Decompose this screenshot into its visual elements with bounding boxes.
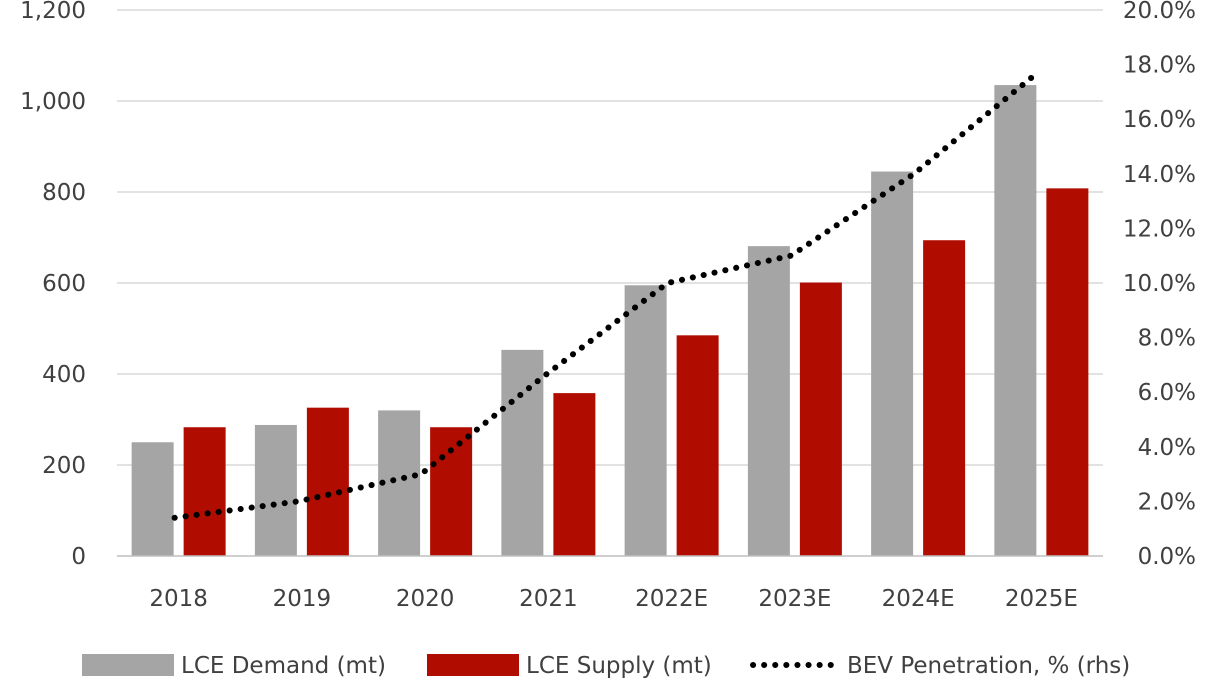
right-axis-tick-label: 16.0% [1123, 107, 1196, 133]
left-axis-tick-label: 0 [71, 544, 86, 570]
right-axis: 0.0% 2.0% 4.0% 6.0% 8.0% 10.0% 12.0% 14.0% 16.0%… [1123, 0, 1196, 570]
demand-bar-2018 [131, 442, 174, 556]
bars [131, 85, 1089, 557]
supply-bar-2023E [799, 282, 842, 556]
legend-demand-label: LCE Demand (mt) [181, 653, 386, 679]
right-axis-tick-label: 12.0% [1123, 216, 1196, 242]
legend-supply: LCE Supply (mt) [427, 653, 712, 679]
right-axis-tick-label: 0.0% [1138, 544, 1196, 570]
legend-bev-label: BEV Penetration, % (rhs) [847, 653, 1130, 679]
legend-bev: BEV Penetration, % (rhs) [750, 653, 1130, 679]
demand-bar-2023E [747, 246, 790, 556]
left-axis-tick-label: 600 [42, 271, 86, 297]
right-axis-tick-label: 14.0% [1123, 162, 1196, 188]
right-axis-tick-label: 8.0% [1138, 326, 1196, 352]
demand-bar-2021 [501, 349, 544, 556]
legend: LCE Demand (mt) LCE Supply (mt) BEV Penetr… [82, 653, 1130, 679]
legend-supply-label: LCE Supply (mt) [526, 653, 712, 679]
left-axis: 0 200 400 600 800 1,000 1,200 [20, 0, 86, 570]
left-axis-tick-label: 1,200 [20, 0, 86, 24]
demand-bar-2024E [871, 171, 914, 556]
left-axis-tick-label: 800 [42, 180, 86, 206]
x-axis-tick-label: 2023E [758, 586, 831, 612]
demand-bar-2019 [254, 424, 297, 556]
right-axis-tick-label: 20.0% [1123, 0, 1196, 24]
supply-bar-2019 [306, 407, 349, 556]
x-axis-tick-label: 2020 [396, 586, 455, 612]
right-axis-tick-label: 18.0% [1123, 53, 1196, 79]
legend-demand-swatch [82, 654, 174, 676]
x-axis: 2018 2019 2020 2021 2022E 2023E 2024E 2025E [117, 555, 1103, 612]
bev-penetration-line [171, 69, 1041, 521]
x-axis-tick-label: 2018 [149, 586, 208, 612]
supply-bar-2021 [553, 393, 596, 556]
legend-demand: LCE Demand (mt) [82, 653, 386, 679]
supply-bar-2018 [183, 427, 226, 556]
supply-bar-2025E [1046, 188, 1089, 557]
demand-bar-2025E [994, 85, 1037, 556]
right-axis-tick-label: 10.0% [1123, 271, 1196, 297]
x-axis-tick-label: 2019 [273, 586, 332, 612]
supply-bar-2024E [923, 240, 966, 557]
bev-line [171, 69, 1041, 521]
supply-bar-2020 [430, 427, 473, 556]
supply-bar-2022E [676, 335, 719, 556]
legend-supply-swatch [427, 654, 519, 676]
demand-bar-2022E [624, 285, 667, 556]
right-axis-tick-label: 2.0% [1138, 489, 1196, 515]
left-axis-tick-label: 400 [42, 362, 86, 388]
left-axis-tick-label: 200 [42, 453, 86, 479]
right-axis-tick-label: 4.0% [1138, 435, 1196, 461]
x-axis-tick-label: 2022E [635, 586, 708, 612]
right-axis-tick-label: 6.0% [1138, 380, 1196, 406]
x-axis-tick-label: 2024E [882, 586, 955, 612]
x-axis-tick-label: 2025E [1005, 586, 1078, 612]
left-axis-tick-label: 1,000 [20, 89, 86, 115]
x-axis-tick-label: 2021 [519, 586, 578, 612]
